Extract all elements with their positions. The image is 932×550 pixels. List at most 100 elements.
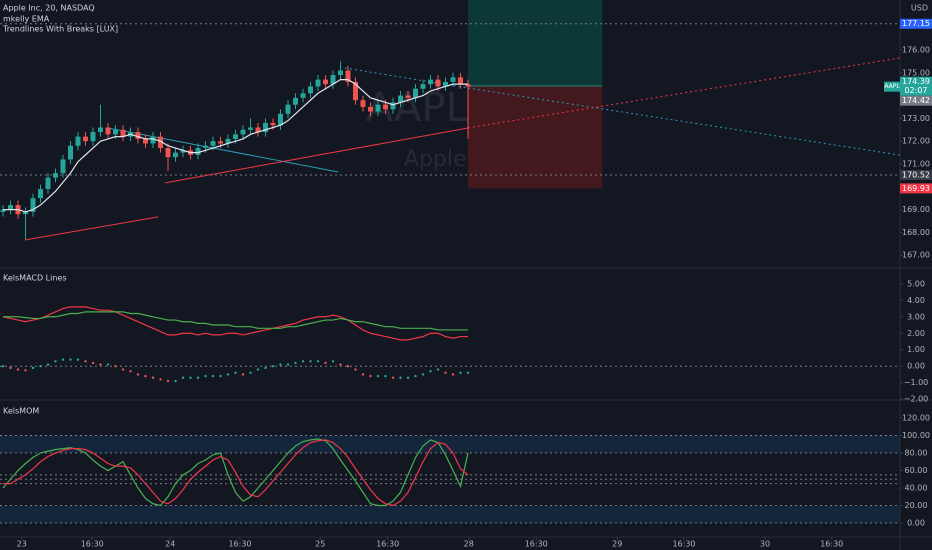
y-tick-label: −1.00 xyxy=(904,378,929,387)
histogram-dot xyxy=(286,363,290,366)
candle-body xyxy=(353,81,358,101)
indicator-line xyxy=(2,438,469,507)
histogram-dot xyxy=(69,358,72,361)
histogram-dot xyxy=(399,376,402,379)
candle-body xyxy=(150,136,156,144)
histogram-dot xyxy=(354,368,357,371)
price-level-label: 170.52 xyxy=(902,170,930,179)
candle-body xyxy=(23,211,28,215)
indicator-line xyxy=(2,306,468,341)
candle-body xyxy=(53,173,58,178)
histogram-dot xyxy=(99,363,102,366)
indicator-name: mkelly EMA xyxy=(3,15,50,24)
indicator-line xyxy=(3,439,469,507)
histogram-dot xyxy=(76,358,80,361)
histogram-dot xyxy=(114,365,117,368)
x-tick-label: 30 xyxy=(760,540,770,549)
candle-body xyxy=(195,148,201,155)
candle-body xyxy=(308,86,313,94)
histogram-dot xyxy=(196,376,200,379)
y-tick-label: 169.00 xyxy=(902,205,930,214)
candle-body xyxy=(233,134,238,139)
x-tick-label: 16:30 xyxy=(820,540,843,549)
pane-title: KelsMOM xyxy=(3,407,39,416)
x-tick-label: 23 xyxy=(17,540,27,549)
candle-body xyxy=(180,150,186,153)
candle-body xyxy=(465,84,471,87)
x-tick-label: 28 xyxy=(464,540,474,549)
histogram-dot xyxy=(91,361,95,365)
histogram-dot xyxy=(271,365,275,368)
candle-body xyxy=(255,127,261,133)
candle-body xyxy=(248,127,253,130)
histogram-dot xyxy=(309,360,312,363)
histogram-dot xyxy=(166,379,170,383)
histogram-dot xyxy=(39,365,42,368)
histogram-dot xyxy=(84,360,87,363)
y-tick-label: 60.00 xyxy=(905,466,928,475)
main-layer xyxy=(0,57,901,507)
candle-body xyxy=(450,77,456,82)
chart-title: Apple Inc, 20, NASDAQ xyxy=(3,4,95,13)
candle-body xyxy=(165,148,171,158)
histogram-dot xyxy=(391,376,395,379)
trendline xyxy=(164,127,469,184)
histogram-dot xyxy=(249,371,252,375)
histogram-dot xyxy=(106,363,110,366)
histogram-dot xyxy=(24,369,27,372)
histogram-dot xyxy=(421,373,425,376)
x-tick-label: 16:30 xyxy=(525,540,548,549)
histogram-dot xyxy=(9,366,12,370)
histogram-dot xyxy=(61,358,65,361)
candle-body xyxy=(158,136,163,149)
currency: USD xyxy=(911,4,928,13)
histogram-dot xyxy=(129,369,132,373)
y-tick-label: 176.00 xyxy=(902,45,930,54)
histogram-dot xyxy=(294,361,297,365)
candle-body xyxy=(383,104,388,110)
x-tick-label: 16:30 xyxy=(81,540,104,549)
y-tick-label: 2.00 xyxy=(907,329,925,338)
x-tick-label: 16:30 xyxy=(672,540,695,549)
histogram-dot xyxy=(159,378,162,381)
candle-body xyxy=(30,198,36,212)
histogram-dot xyxy=(151,376,155,379)
y-tick-label: 168.00 xyxy=(902,228,930,237)
histogram-dot xyxy=(31,366,35,370)
y-tick-label: 0.00 xyxy=(907,519,925,528)
histogram-dot xyxy=(226,373,230,376)
candle-body xyxy=(173,152,178,158)
entry-price-label: 174.42 xyxy=(902,96,930,105)
histogram-dot xyxy=(174,379,177,383)
histogram-dot xyxy=(444,371,447,375)
last-price-symbol-tag xyxy=(884,81,900,92)
histogram-dot xyxy=(316,360,320,363)
candle-body xyxy=(285,104,291,114)
last-price-symbol: AAPL xyxy=(884,83,900,90)
histogram-dot xyxy=(331,360,335,363)
histogram-dot xyxy=(361,373,365,376)
histogram-dot xyxy=(301,360,305,363)
x-tick-label: 24 xyxy=(165,540,175,549)
histogram-dot xyxy=(369,374,372,378)
x-tick-label: 16:30 xyxy=(376,540,399,549)
candle-body xyxy=(435,79,441,87)
y-tick-label: 0.00 xyxy=(907,362,925,371)
candle-body xyxy=(420,84,426,89)
candle-body xyxy=(135,132,141,139)
histogram-dot xyxy=(324,361,327,365)
y-tick-label: −2.00 xyxy=(904,395,929,404)
countdown-label: 02:07 xyxy=(904,86,927,95)
y-tick-label: 100.00 xyxy=(902,431,930,440)
histogram-dot xyxy=(241,373,245,376)
candle-body xyxy=(113,129,118,135)
y-tick-label: 171.00 xyxy=(902,159,930,168)
candle-body xyxy=(240,129,246,135)
candle-body xyxy=(8,205,13,210)
entry-price-tag xyxy=(900,95,932,106)
candle-body xyxy=(68,145,73,160)
histogram-dot xyxy=(466,371,470,375)
candle-body xyxy=(270,122,276,126)
